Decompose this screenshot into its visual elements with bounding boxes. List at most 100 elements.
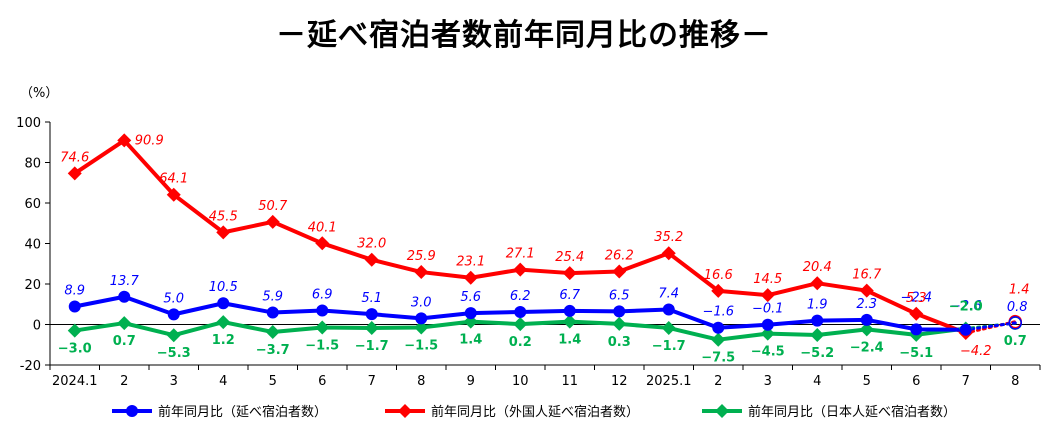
series-marker-0 bbox=[959, 323, 972, 336]
legend-entry: 前年同月比（延べ宿泊者数） bbox=[158, 404, 327, 420]
series-marker-0 bbox=[910, 323, 923, 336]
x-tick-label: 3 bbox=[170, 374, 178, 389]
data-label-green: −1.5 bbox=[404, 339, 438, 354]
x-tick-label: 10 bbox=[512, 374, 529, 389]
series-marker-2 bbox=[661, 320, 676, 335]
series-marker-1 bbox=[909, 306, 924, 321]
series-marker-0 bbox=[266, 306, 279, 319]
y-tick-label: 100 bbox=[16, 116, 41, 131]
series-marker-1 bbox=[661, 246, 676, 261]
data-label-blue: 5.9 bbox=[262, 290, 283, 305]
series-marker-1 bbox=[513, 262, 528, 277]
series-marker-0 bbox=[167, 308, 180, 321]
series-marker-1 bbox=[859, 283, 874, 298]
series-marker-2 bbox=[117, 316, 132, 331]
series-marker-2 bbox=[166, 328, 181, 343]
x-tick-label: 7 bbox=[368, 374, 376, 389]
data-label-red: 45.5 bbox=[209, 209, 238, 224]
legend-swatch-marker bbox=[398, 404, 412, 418]
data-label-red: 25.4 bbox=[555, 250, 584, 265]
legend: 前年同月比（延べ宿泊者数） 前年同月比（外国人延べ宿泊者数） 前年同月比（日本人延べ… bbox=[112, 404, 956, 420]
legend-entry: 前年同月比（日本人延べ宿泊者数） bbox=[748, 404, 956, 420]
series-marker-2 bbox=[265, 324, 280, 339]
series-marker-1 bbox=[117, 133, 132, 148]
data-label-green: 0.3 bbox=[608, 335, 631, 350]
data-label-blue: 6.7 bbox=[559, 288, 580, 303]
y-tick-label: 20 bbox=[24, 278, 41, 293]
series-marker-0 bbox=[415, 312, 428, 325]
data-label-blue: 3.0 bbox=[411, 295, 432, 310]
data-label-red: 35.2 bbox=[654, 230, 683, 245]
series-line-1 bbox=[73, 138, 967, 335]
data-label-red: 16.6 bbox=[704, 268, 733, 283]
data-label-green: 1.4 bbox=[459, 333, 482, 348]
data-label-green: 0.7 bbox=[113, 334, 136, 349]
data-label-blue: 6.2 bbox=[510, 289, 531, 304]
series-marker-2 bbox=[760, 326, 775, 341]
data-label-blue: 2.3 bbox=[856, 297, 877, 312]
y-tick-label: 40 bbox=[24, 238, 41, 253]
data-label-red: 25.9 bbox=[407, 249, 436, 264]
x-tick-label: 4 bbox=[219, 374, 227, 389]
data-label-red: 32.0 bbox=[357, 237, 386, 252]
series-marker-1 bbox=[612, 264, 627, 279]
data-label-red: 40.1 bbox=[308, 220, 337, 235]
series-markers bbox=[67, 133, 1022, 347]
data-label-red: 50.7 bbox=[258, 199, 288, 214]
series-marker-0 bbox=[118, 290, 131, 303]
series-marker-1 bbox=[315, 236, 330, 251]
data-label-green: −1.7 bbox=[652, 339, 686, 354]
data-label-green: −4.5 bbox=[751, 345, 785, 360]
series-marker-0 bbox=[68, 300, 81, 313]
series-marker-2 bbox=[859, 322, 874, 337]
series-marker-1 bbox=[216, 225, 231, 240]
series-marker-0 bbox=[514, 305, 527, 318]
x-tick-label: 11 bbox=[561, 374, 578, 389]
x-tick-label: 6 bbox=[912, 374, 920, 389]
series-marker-1 bbox=[711, 283, 726, 298]
data-label-blue: 6.5 bbox=[609, 288, 630, 303]
data-label-red: −4.2 bbox=[960, 344, 992, 359]
data-label-red: 90.9 bbox=[135, 133, 164, 148]
x-tick-label: 9 bbox=[467, 374, 475, 389]
series-line-projected-0 bbox=[964, 321, 1017, 332]
data-label-blue: 10.5 bbox=[209, 280, 238, 295]
series-marker-1 bbox=[67, 166, 82, 181]
series-marker-0 bbox=[1008, 316, 1022, 330]
data-label-green: −5.2 bbox=[800, 346, 834, 361]
chart-title: －延べ宿泊者数前年同月比の推移－ bbox=[276, 18, 772, 53]
series-marker-1 bbox=[810, 276, 825, 291]
series-marker-2 bbox=[463, 314, 478, 329]
data-label-blue: 8.9 bbox=[64, 283, 85, 298]
data-label-green: 1.2 bbox=[212, 333, 235, 348]
series-marker-0 bbox=[662, 303, 675, 316]
data-label-red: 5.3 bbox=[906, 291, 927, 306]
data-label-red: 14.5 bbox=[753, 272, 782, 287]
x-tick-label: 8 bbox=[1011, 374, 1019, 389]
y-tick-label: 60 bbox=[24, 197, 41, 212]
series-marker-0 bbox=[316, 304, 329, 317]
data-label-blue: 5.6 bbox=[460, 290, 481, 305]
data-label-blue: −2.4 bbox=[900, 290, 932, 305]
data-label-red: 20.4 bbox=[803, 260, 832, 275]
series-marker-1 bbox=[364, 252, 379, 267]
y-axis-label: （%） bbox=[20, 86, 58, 101]
data-label-blue: 0.8 bbox=[1007, 300, 1028, 315]
data-label-blue: −2.6 bbox=[950, 299, 982, 314]
series-marker-2 bbox=[364, 320, 379, 335]
data-label-green: −5.3 bbox=[157, 346, 191, 361]
data-label-green: −7.5 bbox=[701, 351, 735, 366]
data-label-red: 26.2 bbox=[605, 248, 634, 263]
y-tick-label: 0 bbox=[33, 319, 41, 334]
y-tick-label: 80 bbox=[24, 157, 41, 172]
series-marker-1 bbox=[414, 265, 429, 280]
legend-swatch-marker bbox=[715, 404, 729, 418]
series-marker-2 bbox=[562, 314, 577, 329]
x-tick-label: 5 bbox=[269, 374, 277, 389]
data-label-blue: 5.1 bbox=[361, 291, 382, 306]
series-marker-0 bbox=[464, 307, 477, 320]
data-label-red: 74.6 bbox=[60, 150, 89, 165]
series-marker-2 bbox=[216, 315, 231, 330]
data-label-green: 1.4 bbox=[558, 333, 581, 348]
